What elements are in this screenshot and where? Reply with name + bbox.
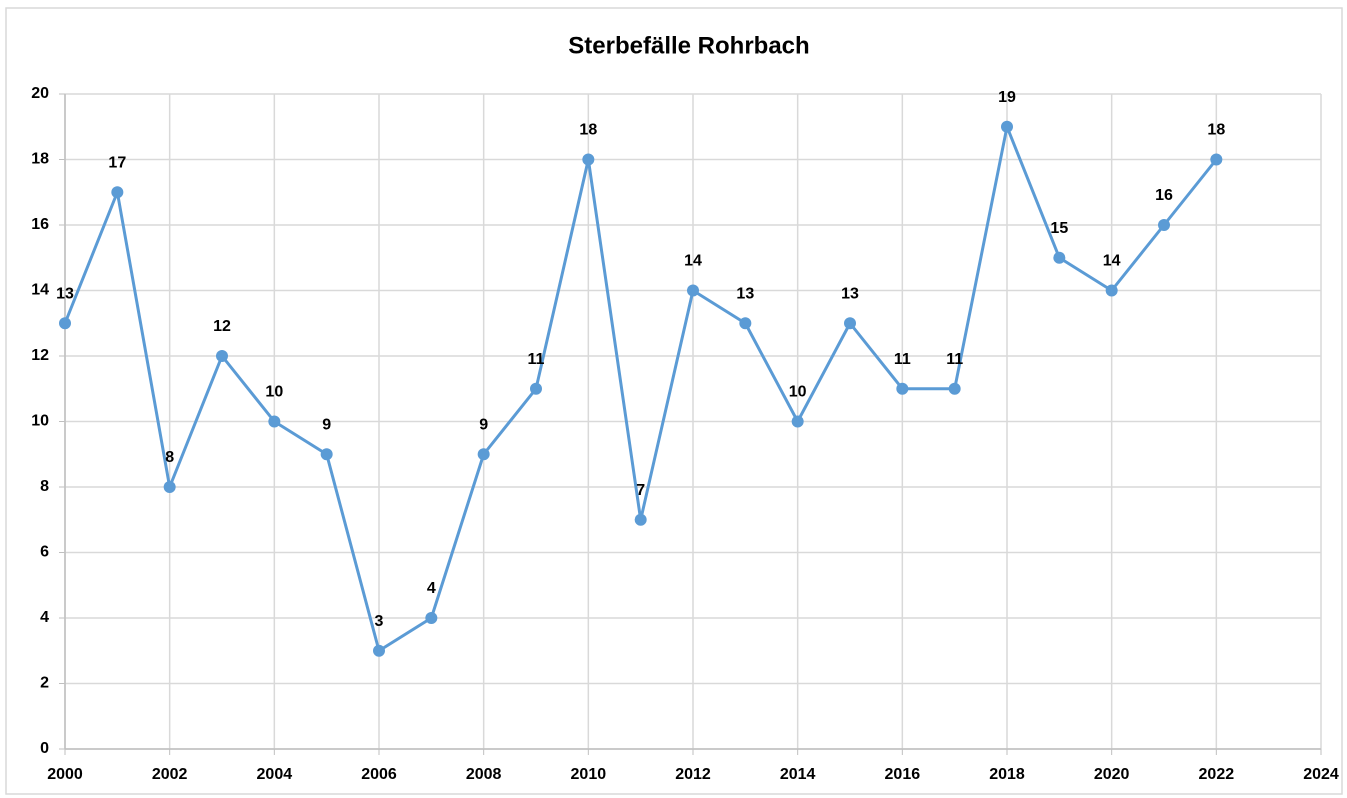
- x-tick-label: 2024: [1303, 766, 1339, 783]
- point: [791, 415, 804, 428]
- point: [844, 317, 856, 330]
- x-tick-label: 2012: [675, 766, 711, 783]
- point: [1105, 284, 1118, 297]
- point: [1001, 120, 1013, 133]
- point: [216, 350, 228, 362]
- chart-frame: [5, 7, 1343, 795]
- point: [948, 382, 961, 395]
- data-label: 9: [322, 416, 331, 433]
- x-tick-label: 2006: [361, 766, 397, 783]
- data-label: 15: [1050, 220, 1068, 237]
- point: [477, 448, 490, 461]
- x-tick-label: 2008: [466, 766, 502, 783]
- point: [530, 382, 542, 395]
- point: [268, 415, 281, 428]
- point: [1210, 153, 1223, 166]
- data-label: 4: [427, 580, 436, 597]
- y-tick-label: 8: [40, 478, 49, 495]
- x-tick-label: 2016: [885, 766, 921, 783]
- data-label: 3: [375, 613, 384, 630]
- chart-title: Sterbefälle Rohrbach: [568, 32, 809, 59]
- x-tick-label: 2000: [47, 766, 83, 783]
- y-tick-label: 10: [31, 413, 49, 430]
- data-label: 10: [265, 384, 283, 401]
- point: [111, 186, 124, 199]
- y-tick-label: 12: [31, 347, 49, 364]
- point: [425, 612, 438, 624]
- x-tick-label: 2018: [989, 766, 1025, 783]
- data-label: 11: [946, 351, 963, 368]
- point: [320, 448, 333, 461]
- data-label: 13: [736, 285, 754, 302]
- data-label: 14: [684, 253, 702, 270]
- y-tick-label: 0: [40, 740, 49, 757]
- point: [59, 317, 71, 330]
- data-label: 12: [213, 318, 231, 335]
- data-label: 19: [998, 89, 1016, 106]
- x-tick-label: 2004: [257, 766, 293, 783]
- point: [1158, 219, 1170, 231]
- point: [634, 513, 647, 526]
- y-tick-label: 18: [31, 151, 49, 168]
- data-label: 16: [1155, 187, 1173, 204]
- data-label: 14: [1103, 253, 1121, 270]
- data-label: 10: [789, 384, 807, 401]
- data-label: 8: [165, 449, 174, 466]
- y-tick-label: 4: [40, 609, 49, 626]
- point: [373, 644, 385, 657]
- data-label: 13: [841, 285, 859, 302]
- x-tick-label: 2002: [152, 766, 188, 783]
- data-label: 11: [528, 351, 545, 368]
- x-tick-label: 2010: [571, 766, 607, 783]
- y-tick-label: 6: [40, 544, 49, 561]
- x-tick-label: 2014: [780, 766, 816, 783]
- point: [896, 382, 909, 395]
- y-tick-label: 16: [31, 216, 49, 233]
- point: [1053, 251, 1066, 264]
- y-tick-label: 20: [31, 85, 49, 102]
- point: [687, 284, 699, 297]
- data-label: 17: [108, 154, 126, 171]
- data-label: 18: [1207, 122, 1225, 139]
- data-label: 9: [479, 416, 488, 433]
- point: [739, 317, 752, 330]
- point: [582, 153, 595, 166]
- data-label: 11: [894, 351, 911, 368]
- point: [163, 481, 176, 493]
- x-tick-label: 2022: [1199, 766, 1235, 783]
- data-label: 13: [56, 285, 74, 302]
- data-label: 7: [636, 482, 645, 499]
- data-label: 18: [579, 122, 597, 139]
- x-tick-label: 2020: [1094, 766, 1130, 783]
- y-tick-label: 2: [40, 675, 49, 692]
- y-tick-label: 14: [31, 282, 49, 299]
